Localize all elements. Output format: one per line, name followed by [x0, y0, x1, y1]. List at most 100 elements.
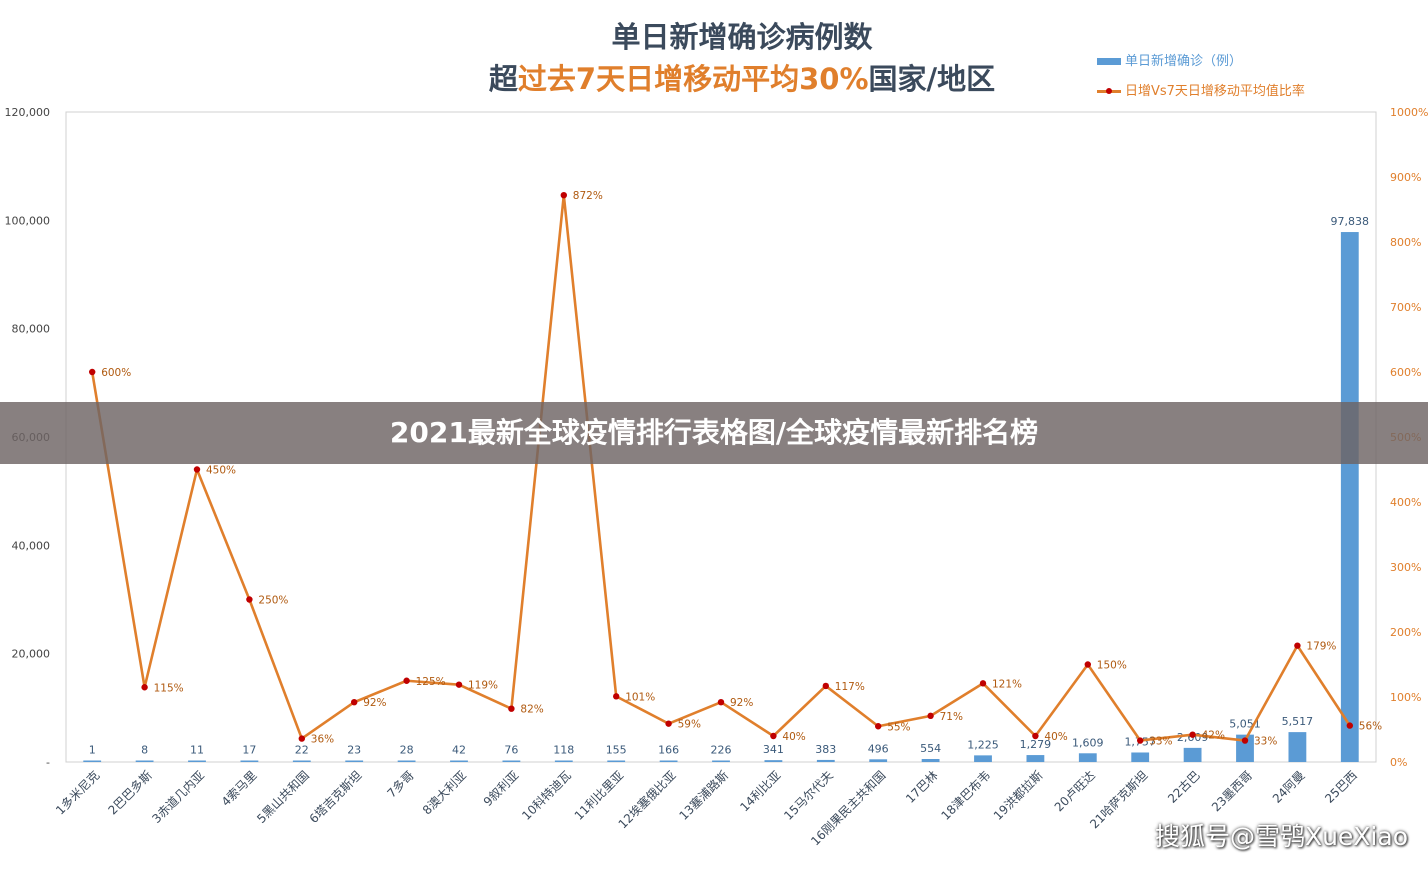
bar — [240, 760, 259, 762]
ratio-data-label: 250% — [258, 595, 288, 607]
bar-value-label: 341 — [763, 743, 784, 756]
bar-value-label: 1,225 — [967, 738, 999, 751]
bar — [1340, 232, 1359, 762]
ratio-point — [1294, 642, 1301, 649]
category-tick-label: 10科特迪瓦 — [519, 768, 574, 823]
bar — [397, 760, 416, 762]
ratio-point — [822, 682, 829, 690]
category-tick-label: 17巴林 — [903, 768, 941, 806]
category-tick-label: 22古巴 — [1164, 768, 1202, 806]
bar-value-label: 23 — [347, 744, 361, 757]
ratio-point — [717, 699, 725, 706]
chart-title: 单日新增确诊病例数 — [611, 20, 873, 54]
bar-value-label: 496 — [868, 742, 889, 755]
ratio-data-label: 115% — [154, 682, 184, 694]
category-tick-label: 2巴巴多斯 — [105, 768, 154, 817]
ratio-point — [141, 684, 148, 691]
bar-value-label: 17 — [242, 744, 256, 757]
bar — [816, 759, 835, 762]
left-axis-tick-label: 80,000 — [12, 323, 51, 336]
category-tick-label: 6塔吉克斯坦 — [307, 768, 365, 826]
bar — [764, 760, 783, 762]
ratio-data-label: 117% — [835, 681, 865, 693]
subtitle-post: 国家/地区 — [868, 62, 996, 96]
bar — [1288, 732, 1307, 762]
bar — [921, 758, 940, 762]
category-tick-label: 1多米尼克 — [53, 768, 102, 817]
ratio-data-label: 600% — [101, 367, 131, 379]
right-axis-tick-label: 300% — [1390, 561, 1421, 574]
chart-subtitle: 超过去7天日增移动平均30%国家/地区 — [0, 56, 1428, 98]
ratio-data-label: 101% — [625, 691, 655, 703]
caption-banner: 2021最新全球疫情排行表格图/全球疫情最新排名榜 — [0, 402, 1428, 464]
ratio-data-label: 150% — [1097, 660, 1127, 672]
subtitle-highlight: 过去7天日增移动平均30% — [517, 62, 869, 96]
legend-line-swatch — [1097, 88, 1121, 94]
bar — [1131, 752, 1150, 762]
ratio-point — [1137, 737, 1144, 744]
ratio-data-label: 42% — [1202, 730, 1225, 742]
ratio-data-label: 450% — [206, 465, 236, 477]
bar-value-label: 118 — [553, 744, 574, 757]
bar-value-label: 11 — [190, 744, 204, 757]
ratio-point — [1241, 737, 1249, 744]
bar-value-label: 97,838 — [1331, 215, 1370, 228]
bar-value-label: 22 — [295, 744, 309, 757]
category-tick-label: 7多哥 — [384, 768, 416, 800]
ratio-point — [979, 680, 987, 687]
ratio-point — [770, 732, 777, 740]
bar-value-label: 42 — [452, 744, 466, 757]
left-axis-tick-label: 120,000 — [5, 106, 51, 119]
ratio-data-label: 121% — [992, 678, 1022, 690]
bar-value-label: 1,279 — [1020, 738, 1052, 751]
right-axis-tick-label: 100% — [1390, 691, 1421, 704]
ratio-data-label: 59% — [678, 719, 701, 731]
bar-value-label: 155 — [606, 744, 627, 757]
right-axis-tick-label: 700% — [1390, 301, 1421, 314]
ratio-line — [90, 193, 1351, 742]
bar — [1183, 747, 1202, 762]
bar-value-label: 28 — [400, 744, 414, 757]
ratio-data-label: 872% — [573, 190, 603, 202]
bar — [712, 760, 730, 762]
ratio-data-label: 40% — [782, 731, 805, 743]
category-tick-label: 8澳大利亚 — [420, 768, 469, 817]
ratio-point — [665, 720, 672, 727]
bar-value-label: 1,609 — [1072, 736, 1104, 749]
ratio-data-label: 92% — [730, 697, 753, 709]
category-tick-label: 18津巴布韦 — [938, 768, 993, 823]
ratio-data-label: 40% — [1044, 731, 1067, 743]
ratio-point — [560, 192, 567, 199]
left-axis-tick-label: 40,000 — [12, 539, 51, 552]
ratio-data-label: 33% — [1149, 736, 1172, 748]
bar-value-label: 226 — [711, 744, 732, 757]
ratio-point — [927, 712, 934, 720]
category-tick-label: 9叙利亚 — [481, 768, 522, 809]
ratio-data-label: 55% — [887, 721, 910, 733]
bar — [607, 760, 626, 762]
ratio-data-label: 92% — [363, 697, 386, 709]
category-tick-label: 15马尔代夫 — [781, 768, 836, 823]
bar — [188, 760, 206, 762]
category-tick-label: 20卢旺达 — [1051, 768, 1098, 815]
right-axis-tick-label: 200% — [1390, 626, 1421, 639]
ratio-data-label: 71% — [940, 711, 963, 723]
ratio-point — [875, 723, 882, 730]
legend-bar-item: 单日新增确诊（例） — [1097, 50, 1242, 69]
bar — [502, 760, 521, 762]
category-tick-label: 24阿曼 — [1270, 768, 1308, 806]
ratio-point — [508, 705, 515, 712]
right-axis-tick-label: 600% — [1390, 366, 1421, 379]
left-axis-tick-label: - — [46, 756, 50, 769]
bar-value-label: 554 — [920, 742, 941, 755]
ratio-point — [351, 699, 358, 706]
bar — [1236, 734, 1254, 762]
bar — [554, 760, 573, 762]
bar — [974, 755, 992, 762]
subtitle-pre: 超 — [488, 62, 518, 96]
right-axis-tick-label: 400% — [1390, 496, 1421, 509]
left-axis-tick-label: 100,000 — [5, 214, 51, 227]
bar-value-label: 76 — [504, 744, 518, 757]
